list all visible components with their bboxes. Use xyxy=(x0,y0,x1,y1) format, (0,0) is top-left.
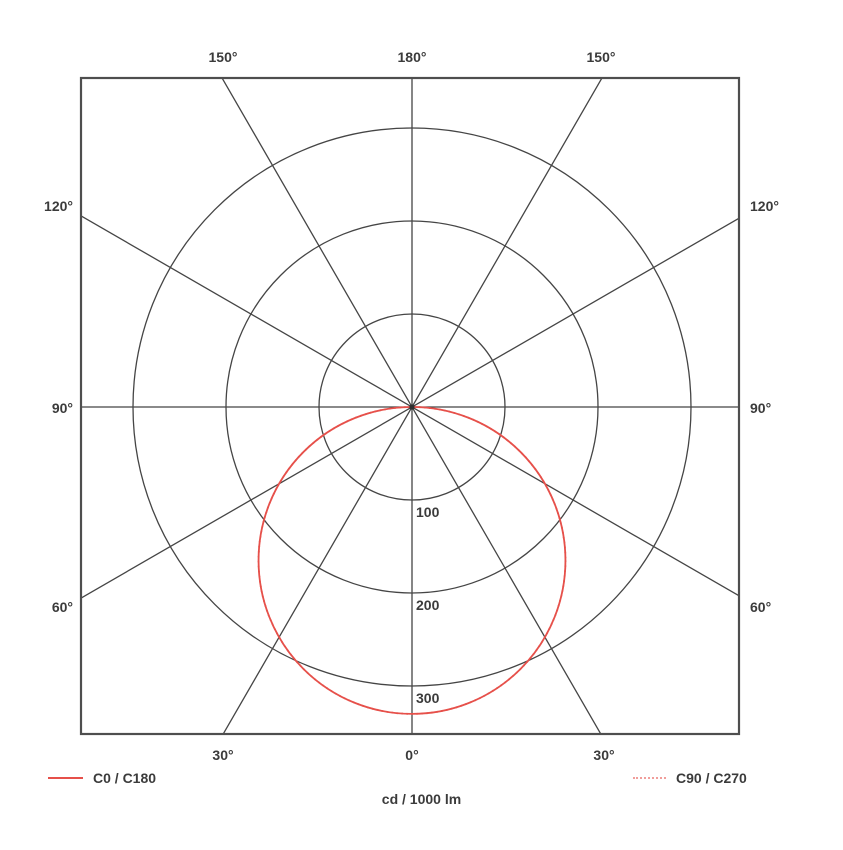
radial-grid-circle-100 xyxy=(318,313,506,501)
legend-item-c0-c180: C0 / C180 xyxy=(48,770,156,786)
gamma-angle-label-9: 30° xyxy=(212,747,233,763)
units-caption: cd / 1000 lm xyxy=(381,791,462,807)
gamma-angle-label-11: 30° xyxy=(593,747,614,763)
gamma-angle-label-8: 60° xyxy=(750,599,771,615)
dotted-line-swatch-icon xyxy=(633,777,666,779)
radial-grid-circle-300 xyxy=(132,127,692,687)
radial-tick-label-200: 200 xyxy=(416,597,440,613)
gamma-angle-label-2: 150° xyxy=(587,49,616,65)
curve-c90-c270 xyxy=(257,406,567,715)
radial-tick-label-100: 100 xyxy=(416,504,440,520)
gamma-angle-label-0: 150° xyxy=(209,49,238,65)
gamma-angle-label-3: 120° xyxy=(44,198,73,214)
gamma-angle-label-1: 180° xyxy=(398,49,427,65)
solid-line-swatch-icon xyxy=(48,777,83,779)
legend-item-c90-c270: C90 / C270 xyxy=(633,770,747,786)
gamma-angle-label-4: 120° xyxy=(750,198,779,214)
legend-label-c0-c180: C0 / C180 xyxy=(93,770,157,786)
gamma-angle-label-10: 0° xyxy=(405,747,418,763)
chart-border xyxy=(79,76,741,736)
radial-tick-label-300: 300 xyxy=(416,690,440,706)
legend-label-c90-c270: C90 / C270 xyxy=(676,770,747,786)
gamma-angle-label-7: 60° xyxy=(52,599,73,615)
polar-center-dot xyxy=(409,404,415,410)
gamma-angle-label-6: 90° xyxy=(750,400,771,416)
gamma-angle-label-5: 90° xyxy=(52,400,73,416)
radial-grid-circle-200 xyxy=(225,220,599,594)
